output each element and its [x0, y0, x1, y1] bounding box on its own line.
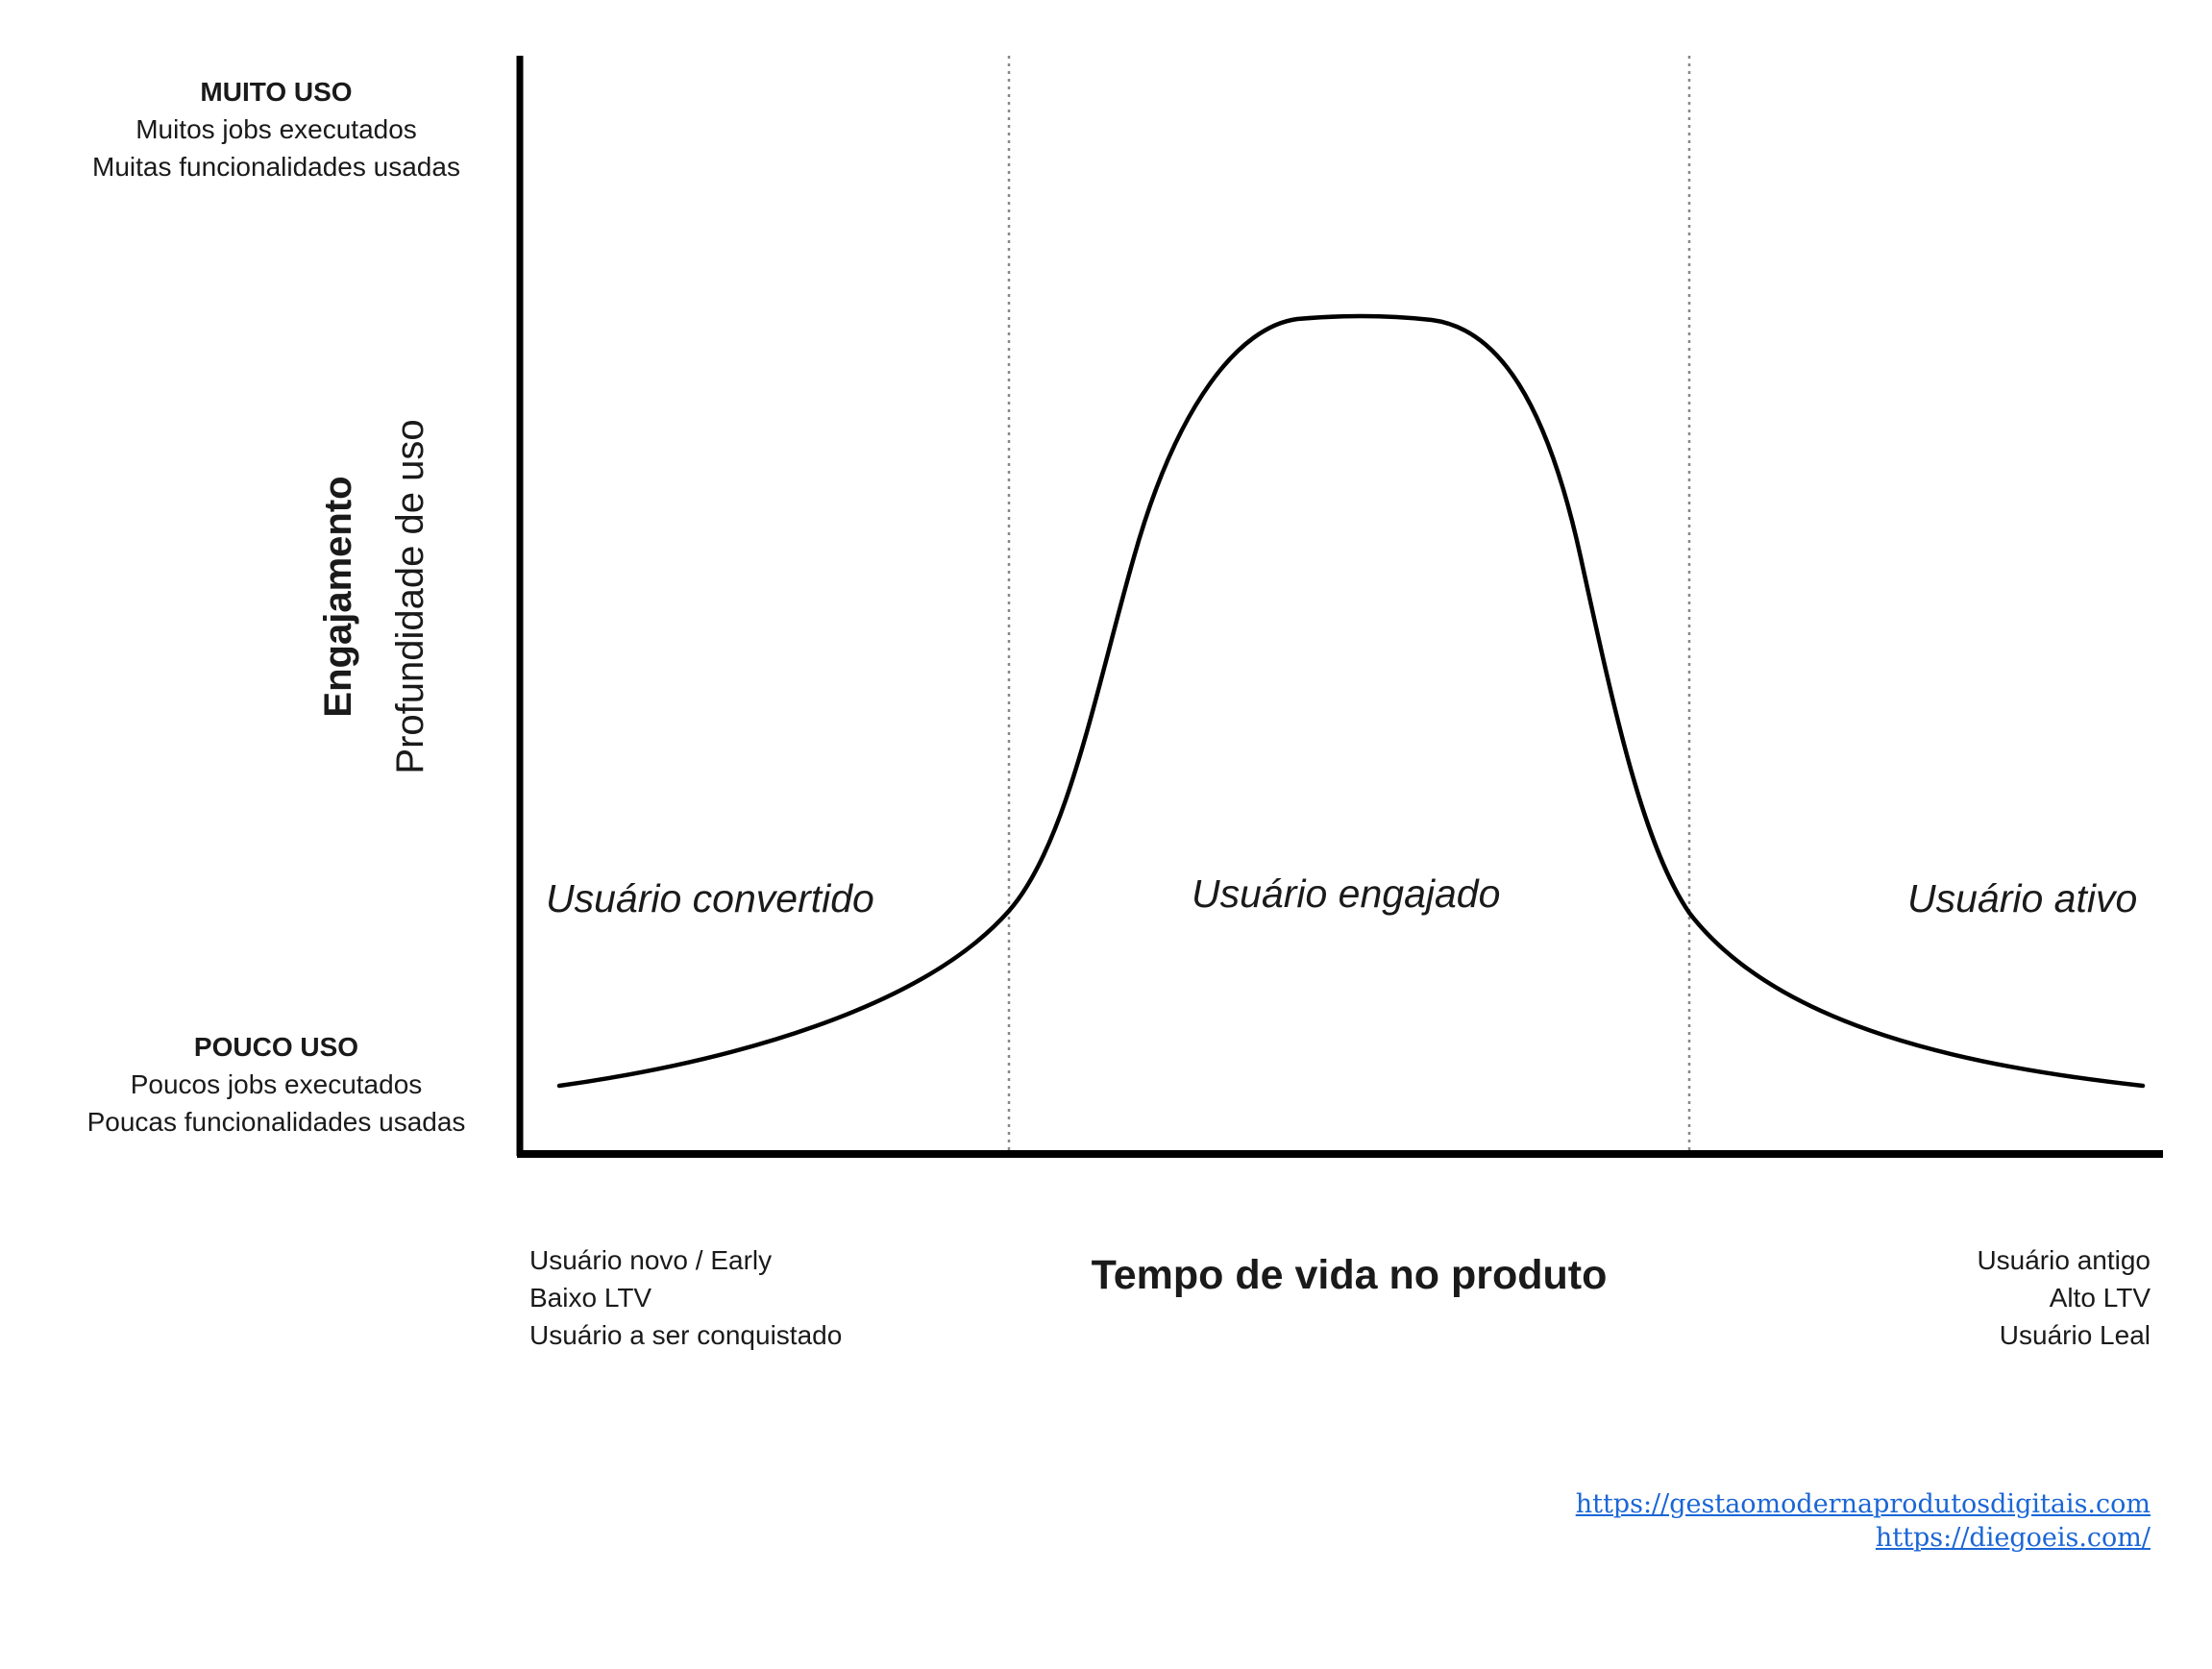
- y-bottom-heading: POUCO USO: [193, 1032, 359, 1062]
- stage-label-converted: Usuário convertido: [546, 876, 874, 920]
- y-top-line1: Muitos jobs executados: [135, 114, 417, 144]
- source-links: https://gestaomodernaprodutosdigitais.co…: [1382, 1487, 2151, 1555]
- x-left-line2: Baixo LTV: [529, 1283, 652, 1313]
- link-gestao-moderna[interactable]: https://gestaomodernaprodutosdigitais.co…: [1575, 1489, 2151, 1519]
- x-axis-title: Tempo de vida no produto: [1091, 1252, 1608, 1298]
- x-left-line1: Usuário novo / Early: [529, 1245, 773, 1275]
- x-right-line1: Usuário antigo: [1977, 1245, 2151, 1275]
- stage-label-active: Usuário ativo: [1907, 876, 2138, 920]
- y-axis-title: Engajamento: [317, 476, 359, 718]
- y-axis-top-label: MUITO USO Muitos jobs executados Muitas …: [58, 73, 495, 185]
- y-axis-bottom-label: POUCO USO Poucos jobs executados Poucas …: [58, 1028, 495, 1141]
- y-bottom-line2: Poucas funcionalidades usadas: [86, 1107, 466, 1137]
- x-axis-right-label: Usuário antigo Alto LTV Usuário Leal: [1766, 1241, 2151, 1354]
- y-axis-subtitle: Profundidade de uso: [389, 419, 431, 774]
- y-top-heading: MUITO USO: [200, 77, 353, 107]
- x-left-line3: Usuário a ser conquistado: [529, 1320, 843, 1350]
- y-bottom-line1: Poucos jobs executados: [130, 1069, 423, 1099]
- engagement-curve: [556, 313, 2146, 1089]
- link-diegoeis[interactable]: https://diegoeis.com/: [1875, 1523, 2151, 1553]
- stage-label-engaged: Usuário engajado: [1192, 871, 1501, 916]
- x-right-line3: Usuário Leal: [1999, 1320, 2151, 1350]
- x-right-line2: Alto LTV: [2049, 1283, 2151, 1313]
- y-top-line2: Muitas funcionalidades usadas: [92, 152, 460, 182]
- x-axis-left-label: Usuário novo / Early Baixo LTV Usuário a…: [529, 1241, 842, 1354]
